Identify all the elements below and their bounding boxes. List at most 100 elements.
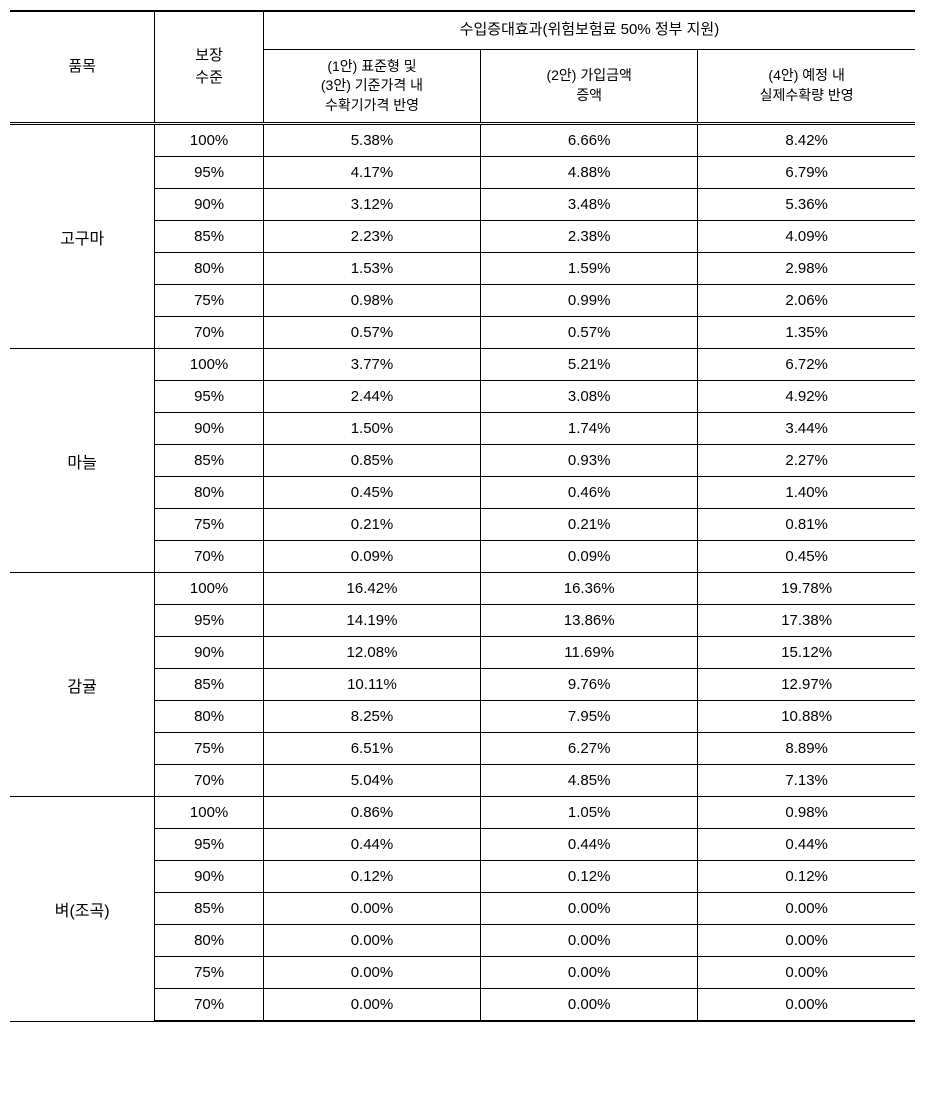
coverage-cell: 90%: [155, 189, 264, 221]
plan4-cell: 7.13%: [698, 765, 915, 797]
item-name-cell: 벼(조곡): [10, 797, 155, 1022]
plan1-cell: 0.00%: [263, 989, 480, 1022]
coverage-cell: 75%: [155, 285, 264, 317]
plan4-cell: 1.35%: [698, 317, 915, 349]
plan1-cell: 0.86%: [263, 797, 480, 829]
plan2-cell: 9.76%: [481, 669, 698, 701]
plan4-cell: 0.00%: [698, 893, 915, 925]
plan4-cell: 5.36%: [698, 189, 915, 221]
plan4-cell: 2.98%: [698, 253, 915, 285]
plan4-cell: 15.12%: [698, 637, 915, 669]
plan1-cell: 3.12%: [263, 189, 480, 221]
plan1-cell: 2.44%: [263, 381, 480, 413]
plan2-cell: 1.74%: [481, 413, 698, 445]
plan4-cell: 12.97%: [698, 669, 915, 701]
plan4-cell: 2.27%: [698, 445, 915, 477]
coverage-cell: 100%: [155, 797, 264, 829]
plan2-cell: 0.00%: [481, 989, 698, 1022]
plan1-cell: 1.50%: [263, 413, 480, 445]
plan4-cell: 19.78%: [698, 573, 915, 605]
coverage-cell: 85%: [155, 893, 264, 925]
coverage-cell: 95%: [155, 157, 264, 189]
item-name-cell: 고구마: [10, 124, 155, 349]
plan1-cell: 0.09%: [263, 541, 480, 573]
plan2-cell: 13.86%: [481, 605, 698, 637]
coverage-cell: 95%: [155, 605, 264, 637]
plan4-cell: 0.00%: [698, 957, 915, 989]
coverage-cell: 90%: [155, 861, 264, 893]
col-plan2: (2안) 가입금액 증액: [481, 49, 698, 124]
coverage-cell: 95%: [155, 829, 264, 861]
plan4-cell: 6.79%: [698, 157, 915, 189]
coverage-cell: 100%: [155, 573, 264, 605]
table-row: 마늘100%3.77%5.21%6.72%: [10, 349, 915, 381]
plan2-cell: 0.93%: [481, 445, 698, 477]
plan2-cell: 4.88%: [481, 157, 698, 189]
coverage-cell: 80%: [155, 925, 264, 957]
coverage-cell: 90%: [155, 637, 264, 669]
plan1-cell: 5.38%: [263, 124, 480, 157]
plan2-cell: 0.12%: [481, 861, 698, 893]
plan1-cell: 0.12%: [263, 861, 480, 893]
coverage-cell: 70%: [155, 541, 264, 573]
table-header: 품목 보장 수준 수입증대효과(위험보험료 50% 정부 지원) (1안) 표준…: [10, 11, 915, 124]
plan2-cell: 0.44%: [481, 829, 698, 861]
col-plan1: (1안) 표준형 및 (3안) 기준가격 내 수확기가격 반영: [263, 49, 480, 124]
coverage-cell: 85%: [155, 669, 264, 701]
plan4-cell: 0.98%: [698, 797, 915, 829]
coverage-cell: 80%: [155, 253, 264, 285]
plan2-cell: 0.99%: [481, 285, 698, 317]
plan4-cell: 0.00%: [698, 925, 915, 957]
plan1-cell: 0.00%: [263, 957, 480, 989]
plan1-cell: 0.21%: [263, 509, 480, 541]
coverage-cell: 75%: [155, 733, 264, 765]
plan1-cell: 6.51%: [263, 733, 480, 765]
item-name-cell: 감귤: [10, 573, 155, 797]
plan2-cell: 6.66%: [481, 124, 698, 157]
table-row: 감귤100%16.42%16.36%19.78%: [10, 573, 915, 605]
plan2-cell: 1.59%: [481, 253, 698, 285]
coverage-cell: 85%: [155, 445, 264, 477]
plan4-cell: 8.89%: [698, 733, 915, 765]
coverage-cell: 100%: [155, 349, 264, 381]
plan2-cell: 4.85%: [481, 765, 698, 797]
plan4-cell: 0.00%: [698, 989, 915, 1022]
plan2-cell: 0.21%: [481, 509, 698, 541]
coverage-cell: 90%: [155, 413, 264, 445]
plan2-cell: 0.46%: [481, 477, 698, 509]
coverage-cell: 70%: [155, 317, 264, 349]
table-row: 고구마100%5.38%6.66%8.42%: [10, 124, 915, 157]
plan2-cell: 1.05%: [481, 797, 698, 829]
item-name-cell: 마늘: [10, 349, 155, 573]
col-effect-header: 수입증대효과(위험보험료 50% 정부 지원): [263, 11, 915, 49]
plan1-cell: 5.04%: [263, 765, 480, 797]
plan1-cell: 2.23%: [263, 221, 480, 253]
plan2-cell: 11.69%: [481, 637, 698, 669]
plan4-cell: 0.45%: [698, 541, 915, 573]
plan1-cell: 0.57%: [263, 317, 480, 349]
plan2-cell: 3.08%: [481, 381, 698, 413]
plan2-cell: 3.48%: [481, 189, 698, 221]
plan2-cell: 5.21%: [481, 349, 698, 381]
plan1-cell: 1.53%: [263, 253, 480, 285]
plan4-cell: 2.06%: [698, 285, 915, 317]
col-coverage: 보장 수준: [155, 11, 264, 124]
plan2-cell: 2.38%: [481, 221, 698, 253]
plan2-cell: 0.00%: [481, 925, 698, 957]
plan4-cell: 8.42%: [698, 124, 915, 157]
plan4-cell: 17.38%: [698, 605, 915, 637]
plan1-cell: 0.00%: [263, 893, 480, 925]
coverage-cell: 70%: [155, 989, 264, 1022]
col-item: 품목: [10, 11, 155, 124]
coverage-cell: 75%: [155, 957, 264, 989]
plan1-cell: 10.11%: [263, 669, 480, 701]
plan4-cell: 1.40%: [698, 477, 915, 509]
plan2-cell: 16.36%: [481, 573, 698, 605]
coverage-cell: 75%: [155, 509, 264, 541]
plan1-cell: 0.45%: [263, 477, 480, 509]
coverage-cell: 100%: [155, 124, 264, 157]
coverage-cell: 95%: [155, 381, 264, 413]
plan4-cell: 0.81%: [698, 509, 915, 541]
plan4-cell: 10.88%: [698, 701, 915, 733]
plan1-cell: 0.98%: [263, 285, 480, 317]
